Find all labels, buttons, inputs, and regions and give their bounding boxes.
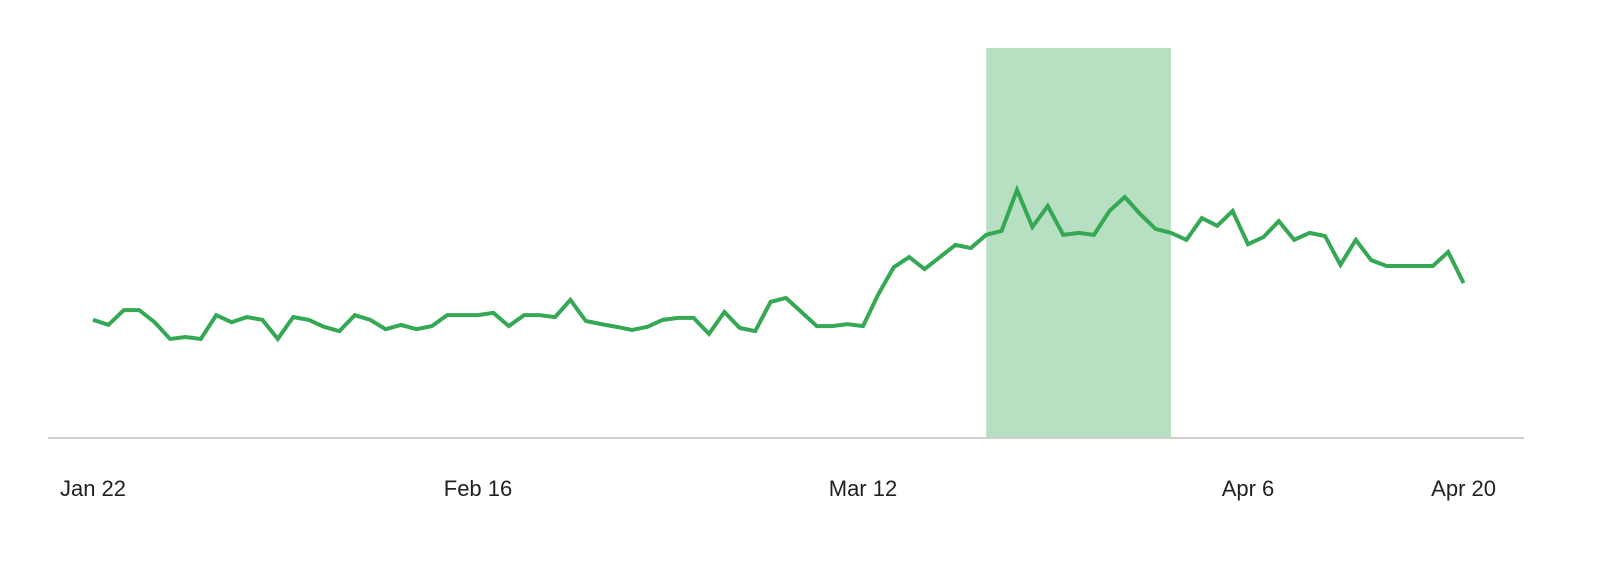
x-tick-label: Feb 16: [444, 476, 513, 501]
x-tick-label: Mar 12: [829, 476, 897, 501]
highlight-band: [986, 48, 1171, 438]
x-tick-label: Jan 22: [60, 476, 126, 501]
x-tick-label: Apr 6: [1222, 476, 1275, 501]
x-tick-label: Apr 20: [1431, 476, 1496, 501]
series-line: [92, 184, 1466, 343]
